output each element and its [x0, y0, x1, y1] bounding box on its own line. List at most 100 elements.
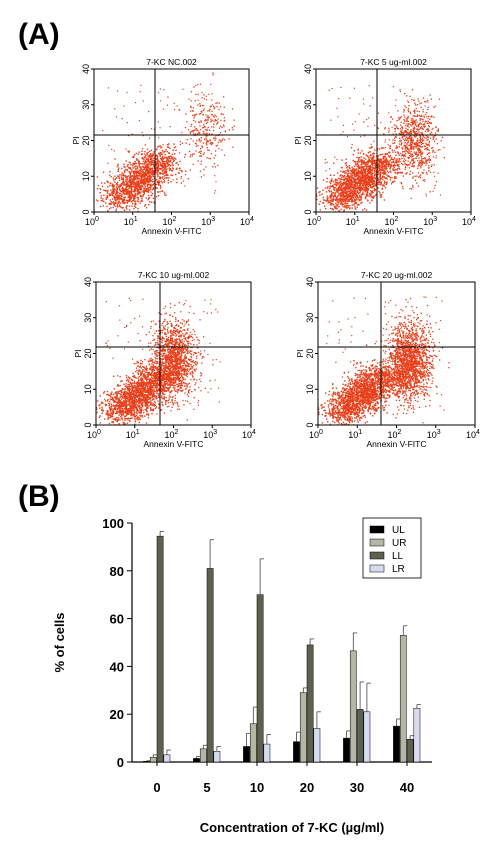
y-tick-label: 20 [81, 135, 91, 145]
flow-dot [215, 116, 217, 118]
flow-dot [134, 195, 137, 197]
flow-dot [205, 95, 207, 97]
flow-dot [346, 187, 348, 189]
flow-dot [400, 182, 402, 184]
flow-dot [149, 174, 151, 177]
flow-dot [352, 190, 354, 192]
flow-dot [385, 183, 387, 186]
flow-dot [143, 174, 146, 176]
flow-dot [387, 161, 389, 163]
flow-dot [161, 170, 163, 173]
flow-dot [322, 179, 325, 181]
flow-dot [148, 177, 151, 180]
flow-dot [176, 178, 178, 180]
flow-dot [153, 160, 155, 162]
flow-dot [354, 185, 357, 188]
flow-dot [352, 186, 354, 189]
flow-dot [151, 360, 153, 362]
flow-dot [107, 191, 109, 193]
flow-dot [371, 191, 373, 193]
flow-dot [151, 170, 153, 172]
flow-dot [329, 181, 331, 183]
flow-dot [370, 178, 373, 180]
flow-dot [206, 128, 208, 130]
flow-dot [412, 140, 414, 142]
flow-dot [132, 165, 134, 167]
flow-dot [329, 174, 332, 176]
flow-dot [339, 198, 342, 201]
flow-dot [408, 150, 411, 152]
flow-dot [150, 180, 152, 182]
flow-dot [351, 207, 353, 209]
y-tick-label: 20 [303, 135, 313, 145]
flow-dot [151, 402, 153, 404]
flow-dot [116, 182, 118, 185]
flow-dot [199, 129, 202, 131]
flow-dot [114, 181, 116, 183]
flow-dot [411, 98, 413, 101]
flow-dot [352, 177, 354, 179]
flow-dot [373, 171, 376, 173]
flow-dot [345, 193, 347, 196]
flow-dot [145, 369, 148, 371]
flow-dot [127, 192, 129, 194]
flow-dot [430, 165, 433, 168]
flow-dot [143, 172, 145, 174]
flow-dot [337, 190, 339, 192]
flow-dot [371, 179, 373, 181]
flow-dot [379, 161, 381, 163]
flow-dot [406, 118, 408, 120]
flow-dot [382, 147, 384, 149]
flow-dot [402, 154, 404, 157]
flow-dot [168, 177, 170, 179]
flow-dot [377, 164, 380, 167]
flow-dot [154, 360, 156, 362]
flow-dot [111, 184, 114, 187]
flow-dot [358, 175, 360, 178]
flow-dot [157, 146, 159, 148]
flow-dot [416, 104, 419, 106]
flow-dot [132, 200, 134, 202]
flow-dot [337, 116, 339, 118]
flow-dot [141, 174, 143, 176]
flow-dot [129, 179, 132, 181]
flow-dot [134, 201, 136, 203]
flow-dot [417, 126, 420, 128]
flow-dot [385, 157, 387, 159]
flow-dot [353, 181, 355, 183]
flow-dot [110, 189, 112, 191]
flow-dot [340, 181, 342, 183]
flow-dot [115, 192, 117, 195]
flow-dot [102, 198, 104, 200]
flow-dot [118, 200, 120, 203]
x-tick-label: 101 [346, 216, 360, 227]
flow-dot [366, 161, 368, 163]
flow-dot [116, 188, 118, 191]
flow-dot [115, 209, 117, 212]
x-tick-exponent: 0 [95, 216, 99, 223]
flow-dot [335, 191, 337, 193]
flow-dot [319, 191, 321, 193]
flow-dot [379, 172, 382, 174]
flow-dot [375, 165, 377, 168]
flow-dot [412, 121, 414, 123]
flow-dot [349, 208, 351, 210]
flow-dot [420, 167, 422, 169]
flow-dot [153, 183, 155, 185]
flow-dot [161, 190, 163, 192]
flow-dot [428, 142, 430, 144]
flow-dot [117, 206, 119, 208]
flow-dot [345, 183, 347, 185]
flow-dot [146, 174, 148, 177]
flow-dot [324, 199, 326, 201]
flow-dot [401, 147, 403, 149]
flow-dot [364, 187, 366, 189]
flow-dot [164, 156, 166, 159]
flow-dot [135, 190, 137, 192]
flow-dot [156, 161, 158, 163]
flow-dot [416, 110, 418, 112]
flow-dot [377, 160, 380, 162]
flow-dot [415, 144, 418, 146]
flow-dot [213, 126, 215, 128]
